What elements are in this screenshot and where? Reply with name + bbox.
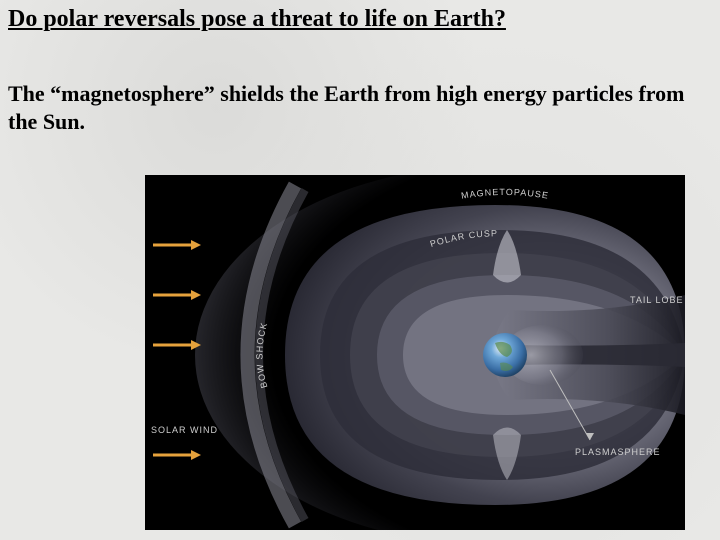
solar-wind-arrow-3 [153,340,201,350]
magnetosphere-diagram: SOLAR WIND BOW SHOCK MAGNETOPAUSE POLAR … [145,175,685,530]
solar-wind-arrow-2 [153,290,201,300]
diagram-svg: SOLAR WIND BOW SHOCK MAGNETOPAUSE POLAR … [145,175,685,530]
label-solar-wind: SOLAR WIND [151,425,218,435]
solar-wind-arrow-4 [153,450,201,460]
label-tail-lobe: TAIL LOBE [630,295,684,305]
page-title: Do polar reversals pose a threat to life… [8,6,506,33]
subtitle-text: The “magnetosphere” shields the Earth fr… [8,80,708,135]
label-plasmasphere: PLASMASPHERE [575,447,661,457]
solar-wind-arrow-1 [153,240,201,250]
